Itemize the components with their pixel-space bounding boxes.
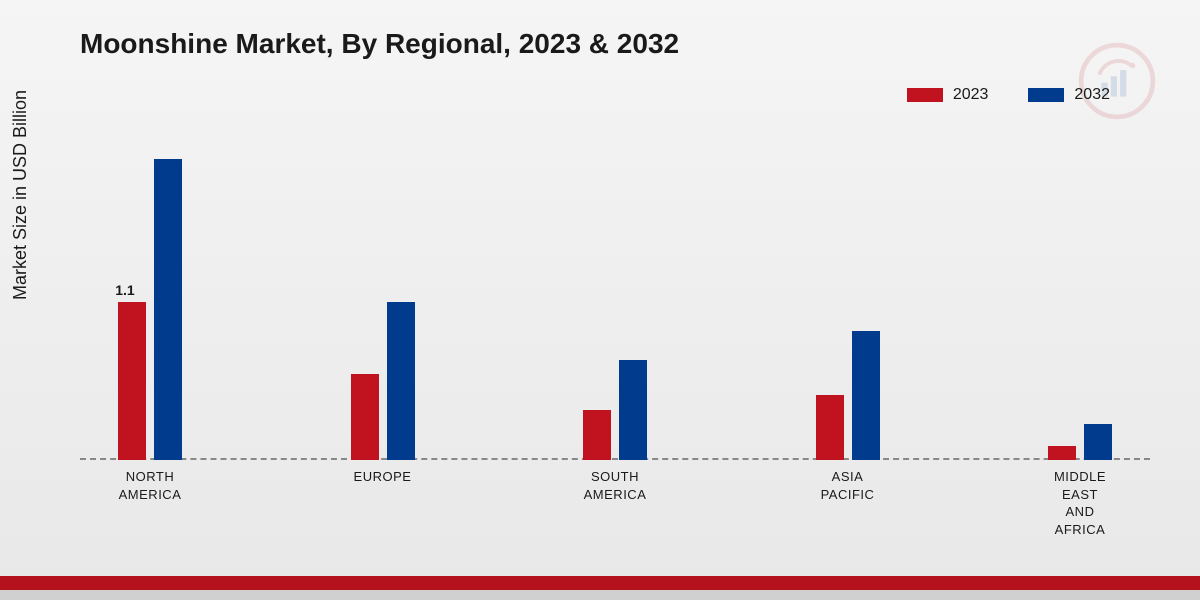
bar-group [1048,424,1112,460]
bar [583,410,611,460]
bar [852,331,880,460]
bar [154,159,182,460]
bar [1084,424,1112,460]
watermark-logo [1078,42,1156,120]
bar-group [583,360,647,460]
x-axis-tick-label: ASIA PACIFIC [821,468,875,503]
legend-label-2032: 2032 [1074,86,1110,104]
bar-group: 1.1 [118,159,182,460]
chart-page: Moonshine Market, By Regional, 2023 & 20… [0,0,1200,600]
bar [1048,446,1076,460]
y-axis-label: Market Size in USD Billion [10,90,31,300]
footer-gray-bar [0,590,1200,600]
x-axis-tick-label: SOUTH AMERICA [584,468,647,503]
legend-item-2023: 2023 [907,86,989,104]
footer-red-bar [0,576,1200,590]
legend-swatch-2023 [907,88,943,102]
legend-swatch-2032 [1028,88,1064,102]
legend-item-2032: 2032 [1028,86,1110,104]
legend: 2023 2032 [907,86,1110,104]
page-title: Moonshine Market, By Regional, 2023 & 20… [80,28,679,60]
bar [387,302,415,460]
bar [816,395,844,460]
legend-label-2023: 2023 [953,86,989,104]
bar: 1.1 [118,302,146,460]
x-axis-tick-label: EUROPE [354,468,412,486]
bar-group [351,302,415,460]
x-axis-labels: NORTH AMERICA EUROPE SOUTH AMERICA ASIA PAC… [80,468,1150,548]
bar-value-label: 1.1 [115,282,134,298]
bar [351,374,379,460]
x-axis-tick-label: NORTH AMERICA [119,468,182,503]
bar [619,360,647,460]
plot-area: 1.1 [80,130,1150,460]
x-axis-tick-label: MIDDLE EAST AND AFRICA [1054,468,1106,538]
bar-group [816,331,880,460]
